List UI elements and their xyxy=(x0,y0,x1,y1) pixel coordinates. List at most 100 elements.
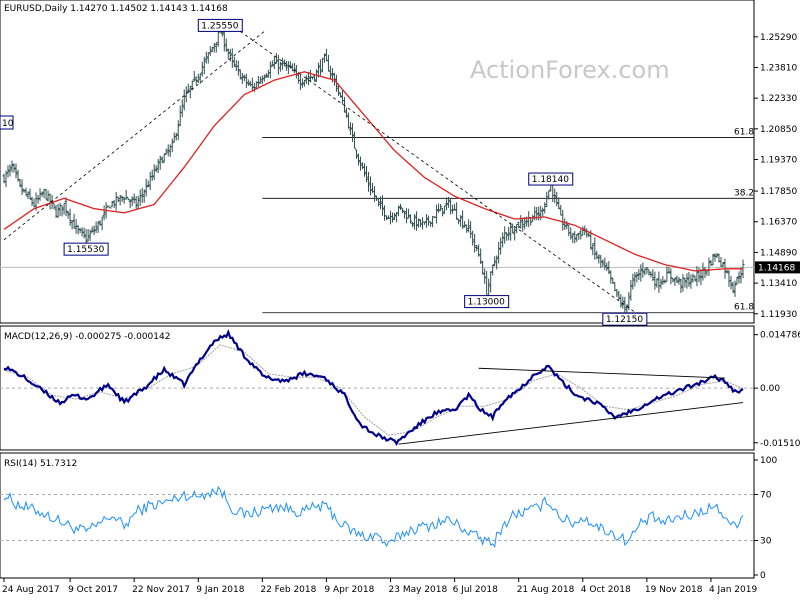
price-bar xyxy=(174,132,178,141)
price-bar xyxy=(481,261,485,275)
macd-axis-label: -0.015107 xyxy=(760,439,800,449)
price-bar xyxy=(675,275,679,284)
price-label: 1.25550 xyxy=(197,18,243,32)
price-bar xyxy=(513,227,517,241)
fib-label: 38.2 xyxy=(734,188,754,198)
price-bar xyxy=(435,204,439,224)
price-bar xyxy=(198,73,202,84)
price-label: 1.12150 xyxy=(602,312,648,326)
price-bar xyxy=(517,221,521,229)
price-bar xyxy=(637,269,641,281)
price-bar xyxy=(366,171,370,192)
price-label-box xyxy=(464,295,510,309)
rsi-axis-label: 30 xyxy=(760,537,772,547)
price-label-box xyxy=(602,312,648,326)
price-bar xyxy=(96,221,100,233)
price-bar xyxy=(713,253,717,262)
price-bar xyxy=(593,237,597,260)
price-bar xyxy=(228,48,232,62)
time-axis-label: 24 Aug 2017 xyxy=(2,585,60,595)
price-bar xyxy=(623,296,627,316)
price-bar xyxy=(621,296,625,309)
price-bar xyxy=(413,214,417,230)
price-bar xyxy=(677,276,681,285)
price-bar xyxy=(711,253,715,266)
rsi-axis: 100 70 30 0 xyxy=(754,456,777,581)
price-bar xyxy=(322,53,326,63)
price-bar xyxy=(547,190,551,200)
price-bar xyxy=(407,208,411,219)
price-bar xyxy=(160,156,164,164)
price-bar xyxy=(573,231,577,244)
macd-axis-label: 0.00 xyxy=(760,384,780,394)
price-axis-label: 1.11930 xyxy=(760,310,797,320)
price-bar xyxy=(24,187,28,196)
price-bar xyxy=(290,63,294,72)
price-bar xyxy=(509,222,513,241)
price-bar xyxy=(230,48,234,68)
price-bar xyxy=(575,233,579,242)
price-panel: ActionForex.com EURUSD,Daily 1.14270 1.1… xyxy=(0,0,755,326)
price-bar xyxy=(633,272,637,287)
price-bar xyxy=(94,221,98,233)
price-bar xyxy=(12,163,16,173)
watermark: ActionForex.com xyxy=(470,56,670,84)
rsi-axis-label: 70 xyxy=(760,491,772,501)
time-axis: 24 Aug 2017 9 Oct 2017 22 Nov 2017 9 Jan 20… xyxy=(2,578,757,595)
price-bar xyxy=(597,254,601,264)
price-bar xyxy=(569,227,573,240)
price-bar xyxy=(10,160,14,173)
price-bar xyxy=(126,197,130,201)
price-bar xyxy=(417,218,421,228)
edge-label-text: 10 xyxy=(2,119,14,129)
price-bar xyxy=(721,262,725,268)
price-bar xyxy=(409,214,413,224)
price-bar xyxy=(260,75,264,84)
price-bar xyxy=(120,195,124,202)
price-axis-label: 1.23810 xyxy=(760,63,797,73)
price-label-text: 1.25550 xyxy=(201,21,238,31)
rsi-axis-label: 0 xyxy=(760,571,766,581)
price-bar xyxy=(284,60,288,71)
price-bar xyxy=(731,281,735,293)
price-bar xyxy=(455,202,459,220)
price-bar xyxy=(142,189,146,203)
price-labels: 1.25550 1.15530 1.13000 1.18140 1.12150 xyxy=(63,18,648,326)
price-bar xyxy=(40,191,44,197)
price-bar xyxy=(308,69,312,83)
current-price-text: 1.14168 xyxy=(758,263,795,273)
price-bar xyxy=(671,277,675,283)
price-axis-label: 1.13410 xyxy=(760,279,797,289)
price-bar xyxy=(346,112,350,129)
macd-main-line xyxy=(3,329,744,446)
price-bar xyxy=(344,107,348,118)
price-bar xyxy=(356,153,360,166)
price-bar xyxy=(188,85,192,99)
price-bar xyxy=(423,221,427,225)
price-bar xyxy=(737,271,741,284)
price-bar xyxy=(240,72,244,84)
price-bar xyxy=(443,205,447,214)
price-label-text: 1.15530 xyxy=(67,245,104,255)
price-bar xyxy=(473,233,477,253)
price-bar xyxy=(595,250,599,260)
price-bar xyxy=(64,197,68,217)
price-bar xyxy=(8,164,12,177)
time-axis-label: 21 Aug 2018 xyxy=(517,585,575,595)
price-bar xyxy=(643,268,647,276)
price-bar xyxy=(655,278,659,288)
price-bar xyxy=(659,278,663,289)
price-bar xyxy=(204,51,208,64)
time-axis-label: 4 Jan 2019 xyxy=(709,585,757,595)
price-bar xyxy=(236,60,240,76)
price-trendlines xyxy=(3,31,642,317)
price-bar xyxy=(689,274,693,289)
price-bar xyxy=(350,123,354,142)
price-bar xyxy=(150,169,154,181)
price-bar xyxy=(399,203,403,210)
price-bar xyxy=(86,229,90,242)
price-bar xyxy=(703,267,707,279)
price-bar xyxy=(685,273,689,289)
price-bar xyxy=(647,269,651,276)
price-label: 1.15530 xyxy=(63,242,109,256)
